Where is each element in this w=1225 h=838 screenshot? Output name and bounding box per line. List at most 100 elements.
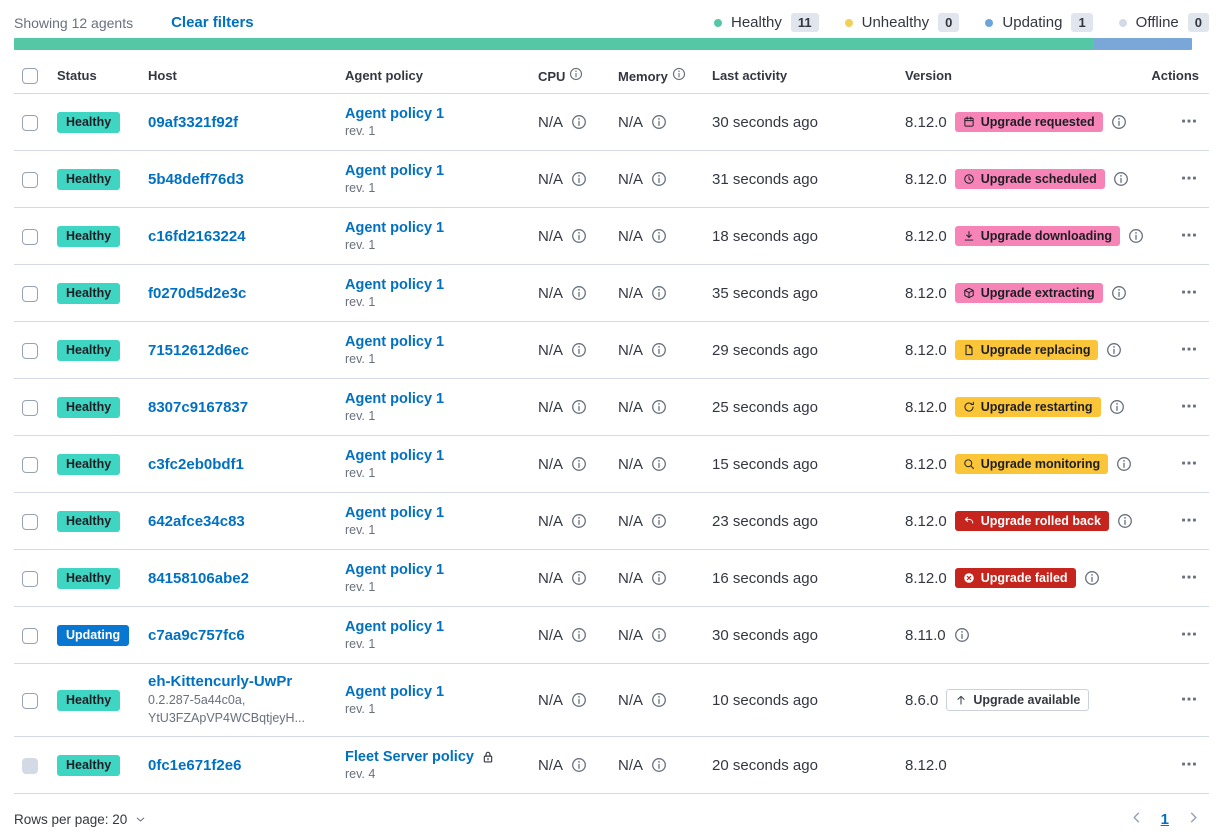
info-icon[interactable] [651,627,667,643]
actions-button[interactable] [1179,624,1199,647]
legend-item-unhealthy[interactable]: Unhealthy 0 [844,13,960,32]
info-icon[interactable] [651,757,667,773]
actions-button[interactable] [1179,567,1199,590]
column-header-version: Version [905,58,1147,94]
host-link[interactable]: 0fc1e671f2e6 [148,756,242,774]
actions-button[interactable] [1179,754,1199,777]
host-link[interactable]: 642afce34c83 [148,512,245,530]
legend-count: 0 [938,13,960,32]
select-all-header-cell [14,58,57,94]
agent-policy-link[interactable]: Agent policy 1 [345,619,445,635]
pagination-page-1[interactable]: 1 [1152,809,1178,830]
info-icon[interactable] [651,456,667,472]
memory-value: N/A [618,113,644,131]
info-icon[interactable] [651,513,667,529]
actions-button[interactable] [1179,689,1199,712]
info-icon[interactable] [571,513,587,529]
row-checkbox[interactable] [22,228,38,245]
agent-policy-link[interactable]: Agent policy 1 [345,334,445,350]
host-link[interactable]: c7aa9c757fc6 [148,626,245,644]
row-checkbox[interactable] [22,570,38,587]
actions-button[interactable] [1179,282,1199,305]
info-icon[interactable] [1117,513,1133,529]
actions-button[interactable] [1179,396,1199,419]
host-link[interactable]: c3fc2eb0bdf1 [148,455,244,473]
info-icon[interactable] [651,114,667,130]
info-icon[interactable] [571,114,587,130]
info-icon[interactable] [651,570,667,586]
clear-filters-link[interactable]: Clear filters [171,14,254,31]
host-link[interactable]: c16fd2163224 [148,227,246,245]
host-link[interactable]: f0270d5d2e3c [148,284,247,302]
info-icon[interactable] [954,627,970,643]
actions-button[interactable] [1179,225,1199,248]
agent-policy-link[interactable]: Agent policy 1 [345,505,445,521]
legend-item-healthy[interactable]: Healthy 11 [714,13,819,32]
legend-item-updating[interactable]: Updating 1 [985,13,1093,32]
info-icon[interactable] [571,228,587,244]
host-link[interactable]: eh-Kittencurly-UwPr [148,673,293,690]
info-icon[interactable] [651,171,667,187]
host-link[interactable]: 09af3321f92f [148,113,239,131]
rows-per-page-selector[interactable]: Rows per page: 20 [14,812,147,827]
actions-button[interactable] [1179,453,1199,476]
info-icon[interactable] [651,285,667,301]
row-checkbox[interactable] [22,513,38,530]
info-icon[interactable] [1084,570,1100,586]
agent-policy-link[interactable]: Fleet Server policy [345,749,474,765]
info-icon[interactable] [571,399,587,415]
info-icon[interactable] [571,570,587,586]
host-link[interactable]: 5b48deff76d3 [148,170,244,188]
last-activity-value: 18 seconds ago [712,227,818,245]
info-icon[interactable] [569,67,583,81]
pagination-next-button[interactable] [1180,808,1207,830]
legend-item-offline[interactable]: Offline 0 [1118,13,1209,32]
row-checkbox[interactable] [22,171,38,188]
actions-button[interactable] [1179,111,1199,134]
info-icon[interactable] [1109,399,1125,415]
agent-row: Healthy 0fc1e671f2e6 Fleet Server policy re… [14,736,1209,794]
info-icon[interactable] [651,692,667,708]
info-icon[interactable] [672,67,686,81]
agent-policy-link[interactable]: Agent policy 1 [345,163,445,179]
agent-policy-link[interactable]: Agent policy 1 [345,562,445,578]
actions-button[interactable] [1179,510,1199,533]
info-icon[interactable] [571,171,587,187]
info-icon[interactable] [1111,114,1127,130]
agent-policy-link[interactable]: Agent policy 1 [345,106,445,122]
info-icon[interactable] [1111,285,1127,301]
agent-policy-link[interactable]: Agent policy 1 [345,684,445,700]
info-icon[interactable] [1106,342,1122,358]
info-icon[interactable] [571,692,587,708]
row-checkbox[interactable] [22,627,38,644]
pagination-previous-button[interactable] [1123,808,1150,830]
info-icon[interactable] [1116,456,1132,472]
info-icon[interactable] [571,342,587,358]
info-icon[interactable] [1128,228,1144,244]
row-checkbox[interactable] [22,399,38,416]
agent-policy-link[interactable]: Agent policy 1 [345,220,445,236]
policy-revision: rev. 1 [345,238,376,252]
row-checkbox[interactable] [22,285,38,302]
agent-policy-link[interactable]: Agent policy 1 [345,277,445,293]
info-icon[interactable] [571,456,587,472]
agent-policy-link[interactable]: Agent policy 1 [345,448,445,464]
info-icon[interactable] [571,285,587,301]
actions-button[interactable] [1179,339,1199,362]
row-checkbox[interactable] [22,456,38,473]
info-icon[interactable] [651,399,667,415]
info-icon[interactable] [651,228,667,244]
row-checkbox[interactable] [22,692,38,709]
info-icon[interactable] [571,627,587,643]
row-checkbox[interactable] [22,342,38,359]
info-icon[interactable] [571,757,587,773]
host-link[interactable]: 8307c9167837 [148,398,249,416]
select-all-checkbox[interactable] [22,67,38,84]
host-link[interactable]: 84158106abe2 [148,569,249,587]
host-link[interactable]: 71512612d6ec [148,341,249,359]
info-icon[interactable] [651,342,667,358]
actions-button[interactable] [1179,168,1199,191]
row-checkbox[interactable] [22,114,38,131]
agent-policy-link[interactable]: Agent policy 1 [345,391,445,407]
info-icon[interactable] [1113,171,1129,187]
